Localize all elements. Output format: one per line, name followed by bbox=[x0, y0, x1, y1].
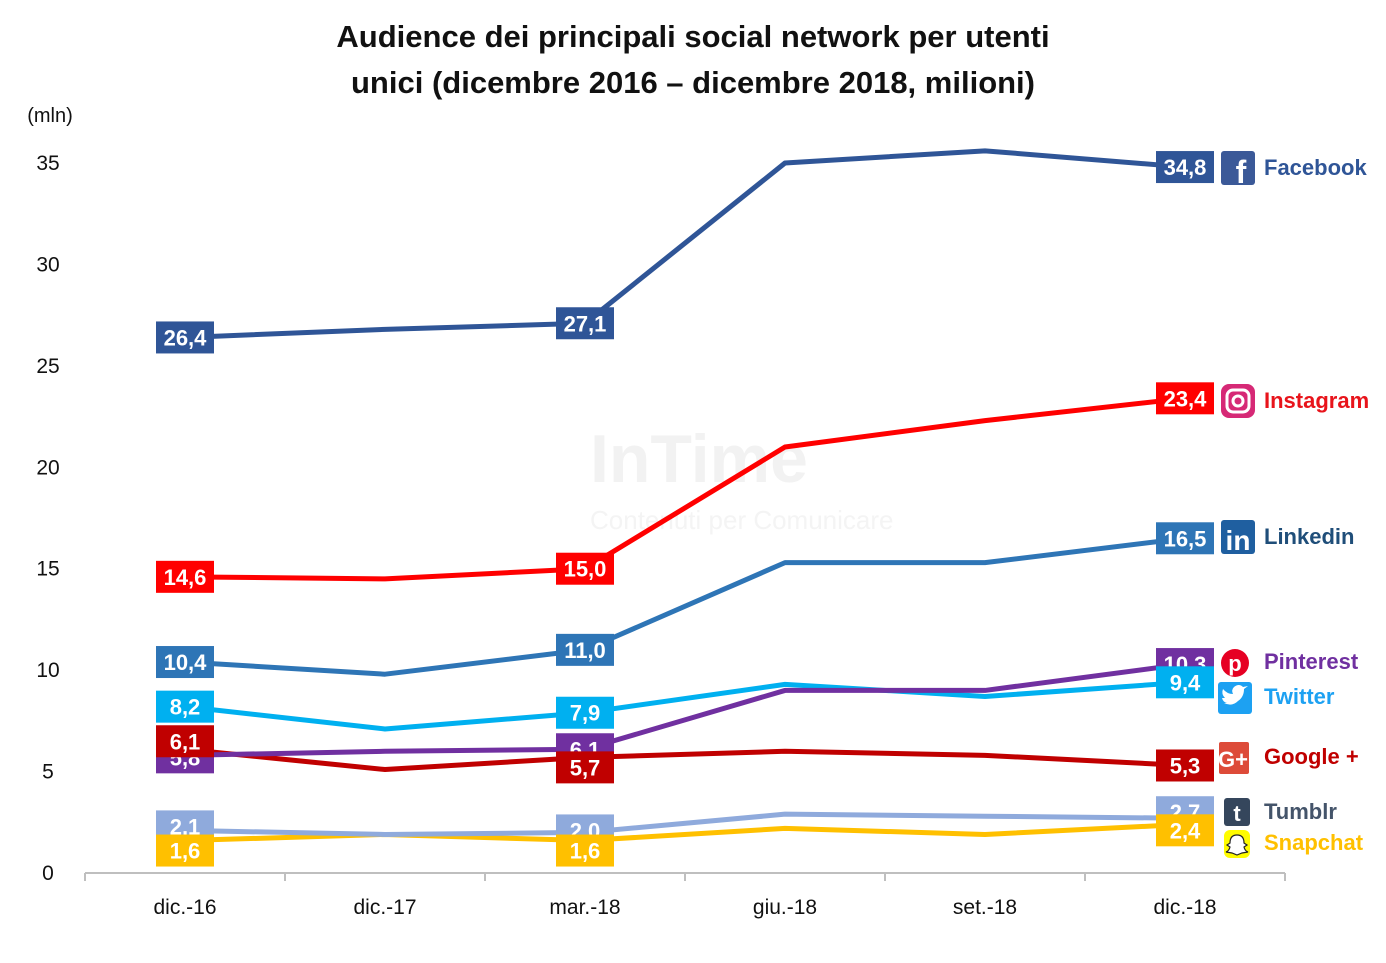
data-label-instagram: 23,4 bbox=[1164, 386, 1208, 411]
data-label-snapchat: 2,4 bbox=[1170, 818, 1201, 843]
series-line-facebook bbox=[182, 148, 1188, 340]
data-label-box-linkedin bbox=[156, 646, 214, 679]
chart-title-line-1: Audience dei principali social network p… bbox=[336, 19, 1050, 54]
data-label-box-google bbox=[1156, 749, 1214, 782]
facebook-icon: f bbox=[1221, 151, 1255, 190]
data-label-google: 5,3 bbox=[1170, 753, 1201, 778]
series-line-pinterest bbox=[182, 661, 1188, 758]
legend-name-linkedin: Linkedin bbox=[1264, 524, 1354, 549]
data-label-linkedin: 11,0 bbox=[564, 638, 606, 663]
x-tick-label: dic.-17 bbox=[353, 896, 416, 919]
tumblr-icon: t bbox=[1224, 798, 1250, 826]
svg-text:G+: G+ bbox=[1218, 747, 1248, 772]
series-line-twitter bbox=[182, 679, 1188, 732]
data-label-linkedin: 10,4 bbox=[164, 650, 208, 675]
y-tick-label: 25 bbox=[36, 355, 59, 378]
data-label-box-facebook bbox=[156, 321, 214, 354]
data-label-instagram: 15,0 bbox=[564, 557, 607, 582]
data-label-box-twitter bbox=[556, 696, 614, 729]
data-label-facebook: 26,4 bbox=[164, 325, 208, 350]
x-tick-label: set.-18 bbox=[953, 896, 1017, 919]
data-label-box-twitter bbox=[1156, 666, 1214, 699]
data-label-box-twitter bbox=[156, 690, 214, 723]
legend-name-twitter: Twitter bbox=[1264, 684, 1335, 709]
series-line-instagram bbox=[182, 395, 1188, 582]
chart-title-line-2: unici (dicembre 2016 – dicembre 2018, mi… bbox=[351, 65, 1035, 100]
x-tick-label: dic.-16 bbox=[153, 896, 216, 919]
instagram-icon bbox=[1221, 384, 1255, 418]
data-label-instagram: 14,6 bbox=[164, 565, 207, 590]
legend-name-facebook: Facebook bbox=[1264, 155, 1367, 180]
data-label-linkedin: 16,5 bbox=[1164, 526, 1207, 551]
google-plus-icon: G+ bbox=[1218, 742, 1249, 774]
legend-name-google: Google + bbox=[1264, 744, 1359, 769]
x-tick-label: mar.-18 bbox=[549, 896, 620, 919]
svg-text:p: p bbox=[1228, 651, 1241, 676]
series-line-tumblr bbox=[182, 811, 1188, 837]
legend-name-snapchat: Snapchat bbox=[1264, 830, 1364, 855]
data-label-twitter: 8,2 bbox=[170, 695, 201, 720]
data-label-box-facebook bbox=[1156, 151, 1214, 184]
data-label-box-linkedin bbox=[556, 633, 614, 666]
watermark-tagline: Contenuti per Comunicare bbox=[590, 505, 894, 535]
x-tick-label: giu.-18 bbox=[753, 896, 817, 919]
y-tick-label: 0 bbox=[42, 862, 54, 885]
twitter-icon bbox=[1218, 682, 1252, 714]
y-tick-label: 35 bbox=[36, 152, 59, 175]
data-label-box-instagram bbox=[156, 560, 214, 593]
y-tick-label: 20 bbox=[36, 456, 59, 479]
data-label-box-snapchat bbox=[556, 834, 614, 867]
linkedin-icon: in bbox=[1221, 520, 1255, 556]
y-tick-label: 30 bbox=[36, 253, 59, 276]
svg-text:in: in bbox=[1226, 525, 1251, 556]
svg-text:f: f bbox=[1236, 154, 1247, 190]
data-label-facebook: 27,1 bbox=[564, 311, 607, 336]
series-line-linkedin bbox=[182, 535, 1188, 677]
y-tick-label: 5 bbox=[42, 761, 54, 784]
y-tick-label: 15 bbox=[36, 558, 59, 581]
y-tick-label: 10 bbox=[36, 659, 59, 682]
pinterest-icon: p bbox=[1221, 649, 1249, 677]
watermark-logo-text: InTime bbox=[590, 421, 808, 497]
x-tick-label: dic.-18 bbox=[1153, 896, 1216, 919]
chart-title: Audience dei principali social network p… bbox=[0, 14, 1386, 106]
data-label-facebook: 34,8 bbox=[1164, 155, 1207, 180]
data-label-box-facebook bbox=[556, 307, 614, 340]
data-label-box-instagram bbox=[556, 552, 614, 585]
y-axis-unit-label: (mln) bbox=[27, 105, 73, 127]
data-label-google: 5,7 bbox=[570, 755, 601, 780]
data-label-twitter: 7,9 bbox=[570, 701, 601, 726]
snapchat-icon bbox=[1224, 830, 1250, 858]
legend-name-instagram: Instagram bbox=[1264, 388, 1369, 413]
data-label-twitter: 9,4 bbox=[1170, 670, 1201, 695]
data-label-box-instagram bbox=[1156, 382, 1214, 415]
data-label-box-linkedin bbox=[1156, 522, 1214, 555]
data-label-snapchat: 1,6 bbox=[170, 839, 201, 864]
series-line-google bbox=[182, 746, 1188, 773]
legend-name-pinterest: Pinterest bbox=[1264, 649, 1359, 674]
data-label-box-snapchat bbox=[156, 834, 214, 867]
data-label-box-google bbox=[556, 751, 614, 784]
data-label-box-snapchat bbox=[1156, 814, 1214, 847]
data-label-snapchat: 1,6 bbox=[570, 839, 601, 864]
svg-text:t: t bbox=[1233, 801, 1241, 826]
data-label-box-google bbox=[156, 725, 214, 758]
legend-name-tumblr: Tumblr bbox=[1264, 799, 1337, 824]
data-label-google: 6,1 bbox=[170, 729, 201, 754]
